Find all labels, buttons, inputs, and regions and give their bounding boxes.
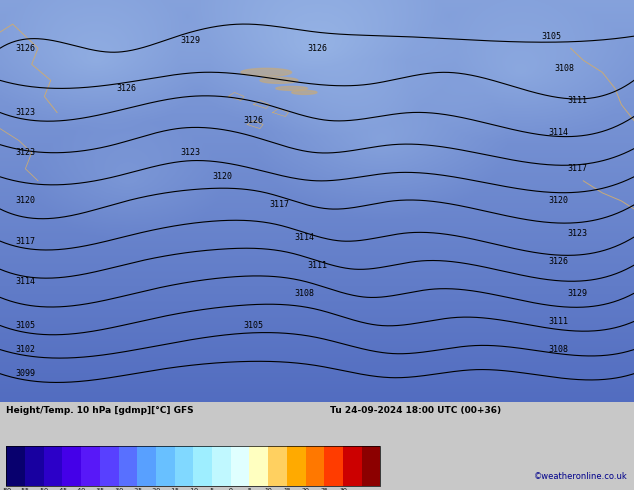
Text: 15: 15	[283, 488, 291, 490]
Text: 3117: 3117	[15, 237, 36, 245]
Text: 3120: 3120	[548, 196, 568, 205]
Text: 3102: 3102	[15, 345, 36, 354]
Bar	[306, 446, 324, 486]
Text: -5: -5	[209, 488, 215, 490]
Bar	[44, 446, 62, 486]
Bar	[343, 446, 361, 486]
Text: -40: -40	[76, 488, 86, 490]
Bar	[193, 446, 212, 486]
Bar	[174, 446, 193, 486]
Text: 3108: 3108	[554, 64, 574, 73]
Bar	[25, 446, 44, 486]
Bar	[231, 446, 249, 486]
Text: 20: 20	[302, 488, 309, 490]
Text: 3105: 3105	[243, 321, 264, 330]
Polygon shape	[260, 77, 298, 83]
Bar	[137, 446, 156, 486]
Text: -50: -50	[39, 488, 49, 490]
Text: -55: -55	[20, 488, 30, 490]
Text: 3129: 3129	[567, 289, 587, 298]
Text: -80: -80	[1, 488, 11, 490]
Bar	[287, 446, 306, 486]
Bar	[361, 446, 380, 486]
Text: 3111: 3111	[548, 317, 568, 326]
Polygon shape	[292, 91, 317, 95]
Bar	[324, 446, 343, 486]
Text: -20: -20	[151, 488, 161, 490]
Text: 3123: 3123	[15, 148, 36, 157]
Text: 3120: 3120	[15, 196, 36, 205]
Bar	[249, 446, 268, 486]
Text: 3111: 3111	[567, 96, 587, 105]
Text: 3105: 3105	[15, 321, 36, 330]
Text: 3126: 3126	[117, 84, 137, 93]
Text: 3117: 3117	[567, 164, 587, 173]
Text: 25: 25	[320, 488, 328, 490]
Text: 3126: 3126	[15, 44, 36, 53]
Text: -10: -10	[188, 488, 198, 490]
Text: 3123: 3123	[180, 148, 200, 157]
Text: ©weatheronline.co.uk: ©weatheronline.co.uk	[534, 472, 628, 481]
Polygon shape	[276, 86, 307, 90]
Text: 3114: 3114	[294, 233, 314, 242]
Bar	[6, 446, 380, 486]
Text: Tu 24-09-2024 18:00 UTC (00+36): Tu 24-09-2024 18:00 UTC (00+36)	[330, 406, 501, 415]
Text: 3123: 3123	[15, 108, 36, 117]
Text: 3129: 3129	[180, 36, 200, 45]
Bar	[268, 446, 287, 486]
Bar	[81, 446, 100, 486]
Text: 0: 0	[229, 488, 233, 490]
Text: 3108: 3108	[548, 345, 568, 354]
Text: 3120: 3120	[212, 172, 232, 181]
Polygon shape	[241, 68, 292, 76]
Bar	[156, 446, 174, 486]
Text: 3126: 3126	[548, 257, 568, 266]
Text: 3123: 3123	[567, 228, 587, 238]
Text: 3114: 3114	[15, 277, 36, 286]
Bar	[100, 446, 119, 486]
Bar	[62, 446, 81, 486]
Text: -30: -30	[113, 488, 124, 490]
Text: 30: 30	[339, 488, 347, 490]
Text: -35: -35	[95, 488, 105, 490]
Text: 5: 5	[247, 488, 252, 490]
Text: 3114: 3114	[548, 128, 568, 137]
Text: Height/Temp. 10 hPa [gdmp][°C] GFS: Height/Temp. 10 hPa [gdmp][°C] GFS	[6, 406, 194, 415]
Text: 3126: 3126	[243, 116, 264, 125]
Text: 3105: 3105	[541, 32, 562, 41]
Text: -15: -15	[170, 488, 179, 490]
Text: 3111: 3111	[307, 261, 327, 270]
Text: 3099: 3099	[15, 369, 36, 378]
Text: 10: 10	[264, 488, 272, 490]
Text: 3117: 3117	[269, 200, 289, 209]
Bar	[119, 446, 137, 486]
Text: -25: -25	[133, 488, 142, 490]
Bar	[6, 446, 25, 486]
Text: 3126: 3126	[307, 44, 327, 53]
Bar	[212, 446, 231, 486]
Text: 3108: 3108	[294, 289, 314, 298]
Text: -45: -45	[58, 488, 67, 490]
